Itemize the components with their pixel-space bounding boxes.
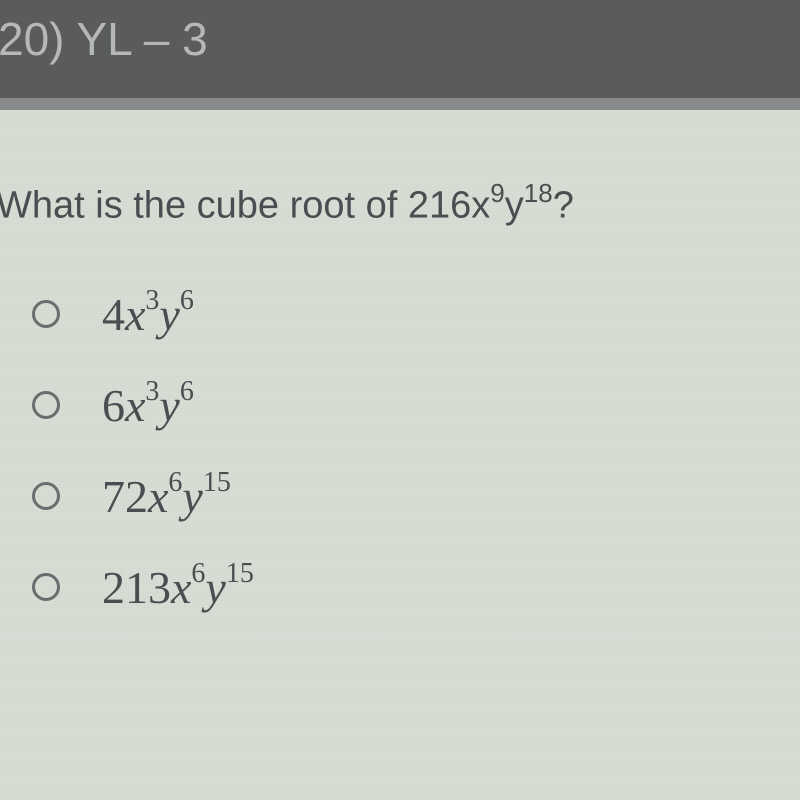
question-exp2: 18 <box>524 178 553 208</box>
option-e1: 6 <box>168 467 182 498</box>
content-area: What is the cube root of 216x9y18? 4x3y6… <box>0 110 800 800</box>
question-text: What is the cube root of 216x9y18? <box>0 180 800 228</box>
question-var1: x <box>471 185 490 227</box>
option-coef: 213 <box>102 562 171 613</box>
option-row[interactable]: 4x3y6 <box>32 288 800 341</box>
option-coef: 6 <box>102 380 125 431</box>
option-v1: x <box>125 380 145 431</box>
section-title: YL – 3 <box>76 13 207 65</box>
option-e2: 15 <box>226 558 254 589</box>
divider <box>0 98 800 110</box>
option-coef: 72 <box>102 471 148 522</box>
option-row[interactable]: 213x6y15 <box>32 561 800 614</box>
question-var2: y <box>505 185 524 227</box>
option-e1: 6 <box>191 558 205 589</box>
question-exp1: 9 <box>490 178 504 208</box>
option-v2: y <box>182 471 202 522</box>
option-row[interactable]: 72x6y15 <box>32 470 800 523</box>
option-e2: 6 <box>180 285 194 316</box>
question-prefix: What is the cube root of <box>0 185 408 227</box>
option-e2: 6 <box>180 376 194 407</box>
option-text: 6x3y6 <box>102 379 194 432</box>
radio-icon[interactable] <box>32 300 60 328</box>
option-text: 4x3y6 <box>102 288 194 341</box>
options-list: 4x3y6 6x3y6 72x6y15 213x6y15 <box>0 288 800 614</box>
option-text: 72x6y15 <box>102 470 231 523</box>
option-v1: x <box>148 471 168 522</box>
radio-icon[interactable] <box>32 573 60 601</box>
option-v1: x <box>171 562 191 613</box>
option-v2: y <box>159 380 179 431</box>
option-row[interactable]: 6x3y6 <box>32 379 800 432</box>
header-title: 20) YL – 3 <box>0 12 800 66</box>
option-v2: y <box>205 562 225 613</box>
option-v2: y <box>159 289 179 340</box>
option-v1: x <box>125 289 145 340</box>
radio-icon[interactable] <box>32 391 60 419</box>
option-text: 213x6y15 <box>102 561 254 614</box>
option-e2: 15 <box>203 467 231 498</box>
question-coefficient: 216 <box>408 185 471 227</box>
option-e1: 3 <box>145 285 159 316</box>
option-coef: 4 <box>102 289 125 340</box>
header-bar: 20) YL – 3 <box>0 0 800 98</box>
option-e1: 3 <box>145 376 159 407</box>
question-suffix: ? <box>553 185 574 227</box>
radio-icon[interactable] <box>32 482 60 510</box>
question-number: 20) <box>0 13 64 65</box>
